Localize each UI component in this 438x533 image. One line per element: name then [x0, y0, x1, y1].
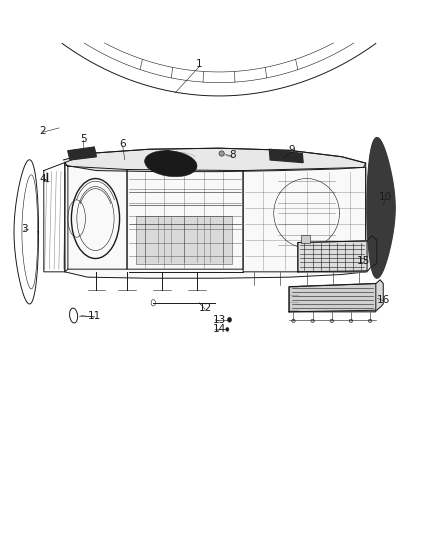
Ellipse shape	[349, 319, 353, 322]
Ellipse shape	[226, 327, 229, 331]
Polygon shape	[298, 236, 377, 272]
Text: 4: 4	[39, 174, 46, 183]
Text: 10: 10	[379, 192, 392, 202]
Polygon shape	[289, 280, 383, 312]
Text: 9: 9	[288, 146, 295, 155]
Polygon shape	[269, 149, 303, 163]
Text: 11: 11	[88, 311, 101, 320]
Ellipse shape	[151, 300, 155, 306]
Ellipse shape	[292, 319, 295, 322]
Text: 8: 8	[229, 150, 236, 159]
Text: 1: 1	[196, 59, 203, 69]
Text: 3: 3	[21, 224, 28, 234]
Text: 15: 15	[357, 256, 370, 266]
Text: 5: 5	[80, 134, 87, 143]
Polygon shape	[68, 147, 96, 160]
Ellipse shape	[330, 319, 334, 322]
Text: 7: 7	[163, 150, 170, 159]
Text: 12: 12	[198, 303, 212, 313]
Ellipse shape	[368, 319, 372, 322]
Text: 6: 6	[119, 139, 126, 149]
Bar	[136, 216, 232, 264]
Polygon shape	[289, 284, 376, 312]
Ellipse shape	[145, 151, 197, 176]
Polygon shape	[64, 148, 366, 172]
Text: 13: 13	[212, 315, 226, 325]
Text: 16: 16	[377, 295, 390, 304]
Polygon shape	[298, 241, 367, 272]
Ellipse shape	[311, 319, 314, 322]
Ellipse shape	[228, 317, 231, 322]
Polygon shape	[65, 148, 366, 278]
Text: 14: 14	[212, 325, 226, 334]
Text: 2: 2	[39, 126, 46, 135]
Bar	[301, 235, 310, 243]
Polygon shape	[367, 138, 395, 278]
Ellipse shape	[219, 151, 224, 156]
